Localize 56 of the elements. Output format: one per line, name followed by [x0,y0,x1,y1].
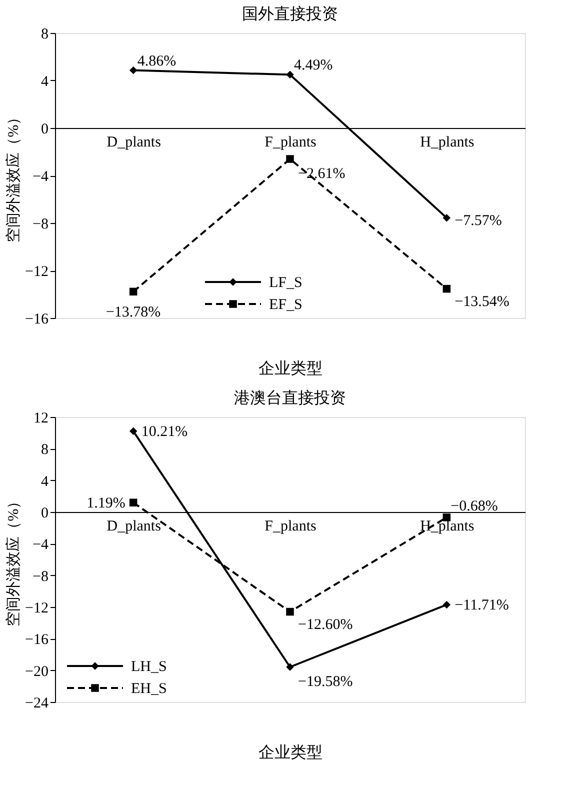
point [442,284,451,293]
x-tick-label: D_plants [106,134,162,150]
point [286,663,294,671]
y-tick-label: −16 [25,312,49,328]
data-label: −13.54% [454,294,510,310]
data-label: −19.58% [298,674,353,690]
y-tick-label: −12 [25,264,48,280]
point [129,66,138,74]
point [286,70,294,79]
point [129,427,138,436]
chart-title: 港澳台直接投资 [234,389,346,407]
data-label: 10.21% [141,424,188,440]
data-label: 4.86% [137,53,176,70]
y-tick-label: −8 [32,216,48,232]
y-tick-label: 0 [41,506,48,522]
y-tick-label: 4 [41,74,49,90]
legend-label: EH_S [131,681,167,697]
x-axis-title: 企业类型 [258,744,322,762]
y-tick-label: 8 [41,442,48,458]
data-label: −13.78% [106,304,161,321]
data-label: −0.68% [450,498,498,514]
y-tick-label: −12 [25,600,48,616]
data-label: 1.19% [86,496,126,512]
point [442,214,451,222]
y-tick-label: −20 [25,664,48,680]
x-tick-label: D_plants [106,518,162,534]
y-tick-label: −8 [32,568,48,585]
y-tick-label: −24 [25,696,49,712]
legend-label: LH_S [131,659,167,675]
y-axis-title: 空间外溢效应（%） [5,110,22,242]
point [129,498,138,506]
legend-label: LF_S [269,275,302,291]
y-tick-label: −4 [32,537,49,554]
data-label: −2.61% [298,166,346,182]
y-tick-label: 4 [41,474,49,490]
y-tick-label: 12 [34,410,48,426]
x-tick-label: F_plants [264,134,316,150]
point [286,608,294,616]
x-tick-label: F_plants [264,518,316,534]
y-tick-label: 0 [41,122,48,138]
y-tick-label: −16 [25,632,49,648]
y-tick-label: 8 [41,26,48,42]
data-label: −7.57% [454,212,502,229]
x-axis-title: 企业类型 [258,360,322,378]
chart-title: 国外直接投资 [242,5,338,23]
y-axis-title: 空间外溢效应（%） [5,494,22,626]
x-tick-label: H_plants [420,518,474,534]
data-label: −11.71% [454,598,509,614]
point [442,600,451,609]
point [129,288,138,296]
data-label: 4.49% [294,58,333,74]
x-tick-label: H_plants [420,134,474,150]
data-label: −12.60% [298,616,353,633]
point [286,155,294,163]
y-tick-label: −4 [32,169,49,185]
legend-label: EF_S [269,297,302,313]
